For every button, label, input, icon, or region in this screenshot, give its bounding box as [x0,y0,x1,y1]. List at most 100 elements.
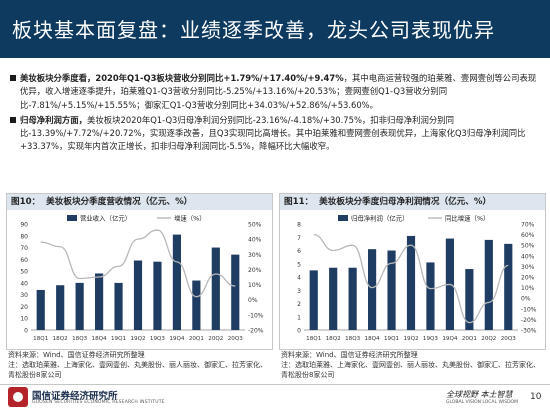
bar [153,261,162,330]
x-tick-label: 19Q1 [384,336,400,342]
y-right-tick-label: -10% [521,306,537,313]
page-number: 10 [530,392,542,402]
bullet-body: 美妆板块2020年Q1-Q3归母净利润分别同比-23.16%/-4.18%/+3… [20,114,526,152]
x-tick-label: 20Q3 [228,336,244,342]
bar [133,260,143,330]
x-tick-label: 18Q2 [326,336,341,342]
y-left-tick-label: 7 [297,235,301,242]
x-tick-label: 18Q1 [306,336,322,342]
y-left-tick-label: 0 [24,328,28,335]
y-right-tick-label: 10% [521,285,535,292]
y-left-tick-label: 40 [20,280,28,287]
y-right-tick-label: 50% [521,243,535,250]
bar [329,267,338,330]
figure-10-title: 美妆板块分季度营收情况（亿元、%） [46,197,193,207]
y-right-tick-label: 40% [521,253,535,260]
legend-bar-label: 营业收入（亿元） [80,214,131,223]
y-left-tick-label: 50 [20,269,28,276]
figure-11-title: 美妆板块分季度归母净利润情况（亿元、%） [319,197,492,207]
growth-series-line [313,233,509,324]
x-tick-label: 19Q2 [130,336,145,342]
y-left-tick-label: 30 [20,292,28,299]
x-tick-label: 19Q4 [169,336,185,342]
figure-11-label: 图11： [284,197,314,207]
y-right-tick-label: -10% [248,312,264,319]
y-left-tick-label: 2 [297,301,301,308]
x-tick-label: 20Q3 [501,336,517,342]
figure-11-note: 注：选取珀莱雅、上海家化、壹网壹创、丽人丽妆、丸美股份、御家汇、拉芳家化、青松股… [281,361,540,379]
slide-title: 板块基本面复盘：业绩逐季改善，龙头公司表现优异 [12,18,495,42]
bullet-list: 美妆板块分季度看，2020年Q1-Q3板块营收分别同比+1.79%/+17.40… [10,72,542,156]
x-tick-label: 20Q1 [189,336,205,342]
y-left-tick-label: 3 [297,288,301,295]
bar [504,243,513,330]
figure-11-title-bar: 图11： 美妆板块分季度归母净利润情况（亿元、%） [280,194,545,210]
bullet-lead: 美妆板块分季度看， [20,73,96,83]
bullet-revenue: 美妆板块分季度看，2020年Q1-Q3板块营收分别同比+1.79%/+17.40… [10,72,542,112]
legend-bar-swatch [67,215,77,221]
y-right-tick-label: 20% [248,267,262,274]
profit-chart: 0 1 2 3 4 5 6 7 8 -30% -20% -10% 0% 10% 20% 30% 40% 50% 60… [297,214,537,343]
bar [231,254,240,330]
y-right-tick-label: -20% [521,317,537,324]
figure-10-title-bar: 图10： 美妆板块分季度营收情况（亿元、%） [7,194,272,210]
y-right-tick-label: 40% [248,237,262,244]
y-left-tick-label: 5 [297,261,301,268]
y-left-tick-label: 4 [297,275,301,282]
x-tick-label: 18Q1 [33,336,49,342]
y-right-tick-label: 20% [521,275,535,282]
bar [484,239,493,330]
y-right-tick-label: 30% [248,252,262,259]
figure-10-notes: 资料来源：Wind、国信证券经济研究所整理 注：选取珀莱雅、上海家化、壹网壹创、… [8,350,273,380]
bar [36,289,45,330]
bar [75,282,84,330]
bullet-square-icon [10,116,16,123]
bullet-square-icon [10,75,16,81]
bar [309,270,318,330]
figure-11-panel: 图11： 美妆板块分季度归母净利润情况（亿元、%） 0 1 2 3 4 5 6 7 8 -30% -2… [279,193,546,350]
bar [465,269,474,330]
x-tick-label: 19Q2 [403,336,418,342]
x-tick-label: 19Q3 [150,336,166,342]
x-tick-label: 20Q2 [481,336,496,342]
footer-org-name: 国信证券经济研究所 [32,391,118,402]
bullet-profit: 归母净利润方面，美妆板块2020年Q1-Q3归母净利润分别同比-23.16%/-… [10,114,542,154]
slide-header: 板块基本面复盘：业绩逐季改善，龙头公司表现优异 [0,0,550,58]
x-tick-label: 18Q4 [365,336,381,342]
figure-10-panel: 图10： 美妆板块分季度营收情况（亿元、%） 0 10 20 30 40 50 60 70 80 9… [6,193,273,350]
y-right-tick-label: 0% [521,296,531,303]
bar [368,249,377,330]
bar [387,250,396,330]
bullet-lead-figures: 2020年Q1-Q3板块营收分别同比+1.79%/+17.40%/+9.47% [95,73,344,83]
y-left-tick-label: 6 [297,248,301,255]
y-right-tick-label: 70% [521,222,535,229]
bar [56,285,65,330]
y-right-tick-label: 50% [248,222,262,229]
y-left-tick-label: 20 [20,304,28,311]
legend-bar-label: 归母净利润（亿元） [351,214,409,223]
y-left-tick-label: 60 [20,257,28,264]
figure-11-source: 资料来源：Wind、国信证券经济研究所整理 [281,351,418,359]
bullet-body: ，其中电商运营较强的珀莱雅、壹网壹创等公司表现优异，收入增速逐季提升，珀莱雅Q1… [20,73,537,110]
legend-line-label: 同比增速（%） [445,214,489,223]
y-left-tick-label: 1 [297,314,301,321]
revenue-chart: 0 10 20 30 40 50 60 70 80 90 -20% -10% 0% 10% 20% 30% 40… [20,214,264,343]
x-tick-label: 19Q3 [423,336,439,342]
y-right-tick-label: 60% [521,232,535,239]
x-tick-label: 19Q1 [111,336,127,342]
x-tick-label: 18Q3 [345,336,361,342]
x-tick-label: 20Q2 [208,336,223,342]
figure-10-source: 资料来源：Wind、国信证券经济研究所整理 [8,351,145,359]
figure-10-label: 图10： [11,197,41,207]
y-right-tick-label: 0% [248,297,258,304]
bar [95,273,104,330]
bar [426,262,435,330]
bar [172,234,181,330]
y-right-tick-label: 10% [248,282,262,289]
legend-line-label: 增速（%） [174,214,206,223]
footer-slogan: 全球视野 本土智慧 [446,390,513,399]
footer-org-name-en: GUOSEN SECURITIES ECONOMIC RESEARCH INST… [32,400,165,405]
y-left-tick-label: 90 [20,222,28,229]
y-left-tick-label: 70 [20,245,28,252]
y-right-tick-label: -30% [521,328,537,335]
